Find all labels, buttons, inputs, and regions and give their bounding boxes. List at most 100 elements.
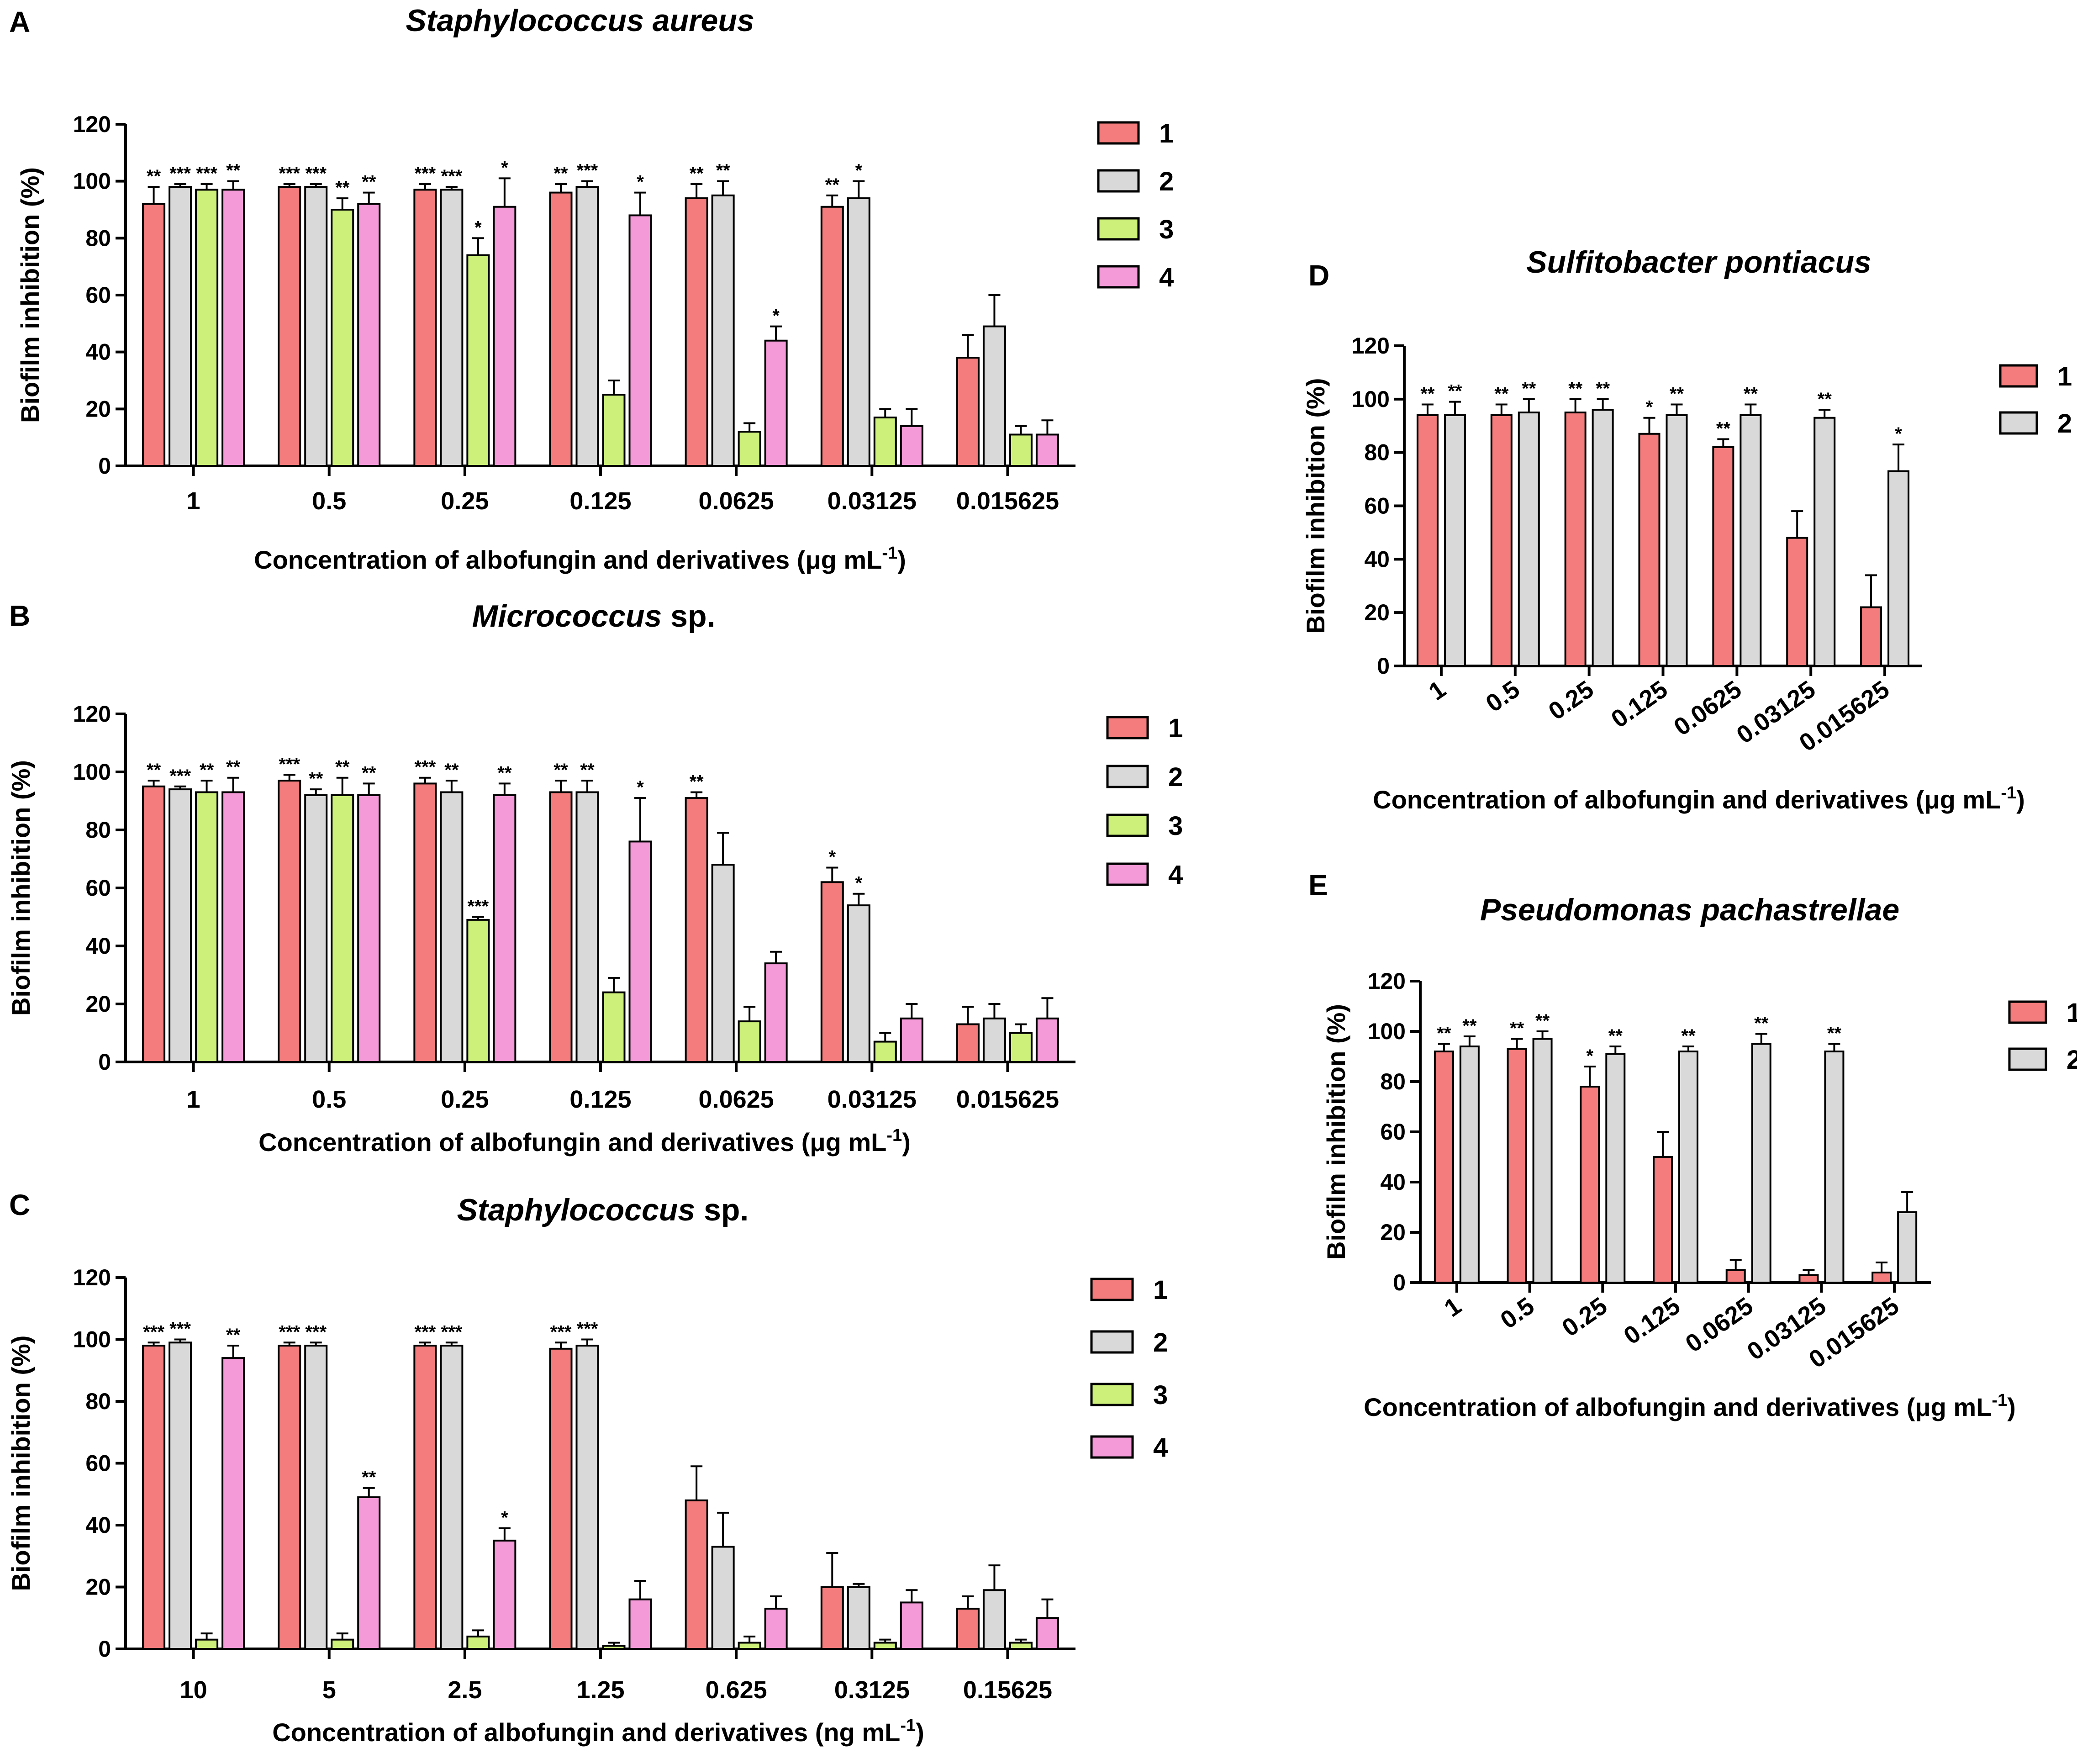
- y-tick-label: 100: [1352, 386, 1390, 412]
- x-tick-label: 0.5: [312, 487, 346, 515]
- bar: [304, 186, 328, 467]
- bar: [738, 1642, 761, 1650]
- legend-swatch: [1097, 265, 1140, 289]
- bar: [357, 1496, 381, 1650]
- significance-label: *: [501, 158, 508, 178]
- y-axis-label: Biofilm inhibition (%): [1301, 378, 1330, 634]
- significance-label: **: [226, 1325, 241, 1345]
- bar: [278, 1345, 301, 1650]
- bar: [628, 840, 652, 1063]
- bar: [1434, 1051, 1454, 1283]
- panel-letter: A: [9, 5, 30, 38]
- x-axis-label-close: ): [897, 545, 906, 574]
- bar: [711, 1546, 735, 1650]
- bar: [820, 1586, 844, 1650]
- x-tick-label: 0.25: [441, 487, 489, 515]
- bar: [169, 1341, 192, 1650]
- significance-label: **: [554, 760, 568, 780]
- y-tick-label: 80: [1380, 1069, 1406, 1094]
- x-axis-label: Concentration of albofungin and derivati…: [272, 1716, 924, 1747]
- significance-label: *: [828, 847, 836, 867]
- x-axis-label-close: ): [902, 1128, 911, 1157]
- bar: [847, 904, 870, 1063]
- bar: [1860, 606, 1882, 667]
- significance-label: ***: [441, 166, 463, 186]
- significance-label: **: [1448, 381, 1462, 401]
- y-axis-label: Biofilm inhibition (%): [6, 760, 35, 1016]
- x-tick-label: 0.015625: [956, 1086, 1059, 1113]
- bar: [493, 794, 517, 1063]
- chart-title: Sulfitobacter pontiacus: [1526, 245, 1871, 280]
- legend-label: 1: [1168, 713, 1183, 743]
- legend: 1 2 3 4: [1090, 1275, 1168, 1463]
- bar: [1798, 1274, 1819, 1283]
- bar: [440, 1345, 464, 1650]
- legend: 1 2 3 4: [1106, 713, 1183, 890]
- legend-label: 2: [1168, 762, 1183, 792]
- bar: [331, 1638, 354, 1650]
- bar: [956, 1023, 980, 1063]
- significance-label: **: [825, 175, 840, 195]
- x-tick-label: 0.5: [312, 1086, 346, 1113]
- panel-letter: B: [9, 599, 30, 632]
- bar: [738, 431, 761, 467]
- significance-label: **: [716, 161, 731, 181]
- bar: [1490, 414, 1513, 667]
- y-tick-label: 60: [1364, 493, 1390, 519]
- bar: [1416, 414, 1439, 667]
- y-tick-label: 100: [73, 169, 111, 194]
- bar: [142, 1345, 166, 1650]
- bar: [195, 1638, 219, 1650]
- x-axis-label-text: Concentration of albofungin and derivati…: [254, 545, 882, 574]
- y-tick-label: 0: [98, 453, 111, 479]
- x-tick-label: 0.03125: [828, 487, 917, 515]
- bar: [549, 791, 573, 1063]
- significance-label: ***: [415, 1322, 436, 1342]
- bar: [1725, 1269, 1746, 1283]
- bar: [764, 339, 788, 467]
- significance-label: ***: [196, 164, 217, 184]
- x-tick-label: 1: [187, 1086, 200, 1113]
- bar: [357, 794, 381, 1063]
- significance-label: **: [1596, 379, 1610, 399]
- chart-title-italic: Micrococcus: [472, 599, 662, 634]
- significance-label: *: [501, 1508, 508, 1528]
- bar: [982, 325, 1006, 467]
- y-tick-label: 60: [85, 875, 111, 901]
- x-axis-label-sup: -1: [2001, 783, 2016, 803]
- bar: [900, 1601, 923, 1650]
- x-tick-label: 0.125: [1619, 1292, 1685, 1350]
- x-axis-label-sup: -1: [1992, 1391, 2007, 1410]
- bar: [549, 1347, 573, 1650]
- y-tick-label: 0: [1377, 653, 1390, 679]
- bar: [1824, 1051, 1845, 1283]
- significance-label: **: [226, 161, 241, 181]
- significance-label: **: [1827, 1024, 1842, 1044]
- legend-swatch: [1090, 1278, 1134, 1301]
- significance-label: **: [147, 166, 161, 186]
- significance-label: ***: [279, 164, 300, 184]
- panel-letter: C: [9, 1188, 30, 1221]
- bar: [1035, 433, 1059, 467]
- legend-swatch: [1097, 169, 1140, 193]
- bar: [1740, 414, 1762, 667]
- x-tick-label: 0.5: [1496, 1292, 1539, 1334]
- legend-label: 1: [1159, 119, 1174, 148]
- x-tick-label: 0.25: [441, 1086, 489, 1113]
- x-tick-label: 0.015625: [956, 487, 1059, 515]
- significance-label: **: [1462, 1016, 1477, 1036]
- x-axis-label-sup: -1: [886, 1126, 902, 1145]
- bar: [493, 1539, 517, 1650]
- bar: [221, 189, 245, 467]
- bar: [900, 1017, 923, 1063]
- significance-label: **: [226, 757, 241, 777]
- legend-label: 2: [2066, 1045, 2077, 1075]
- legend-swatch: [1090, 1435, 1134, 1459]
- bar: [413, 189, 437, 467]
- y-tick-label: 0: [1393, 1270, 1406, 1295]
- bar: [1009, 1032, 1033, 1063]
- significance-label: **: [690, 164, 704, 184]
- significance-label: **: [497, 763, 512, 783]
- legend-label: 1: [2057, 362, 2072, 391]
